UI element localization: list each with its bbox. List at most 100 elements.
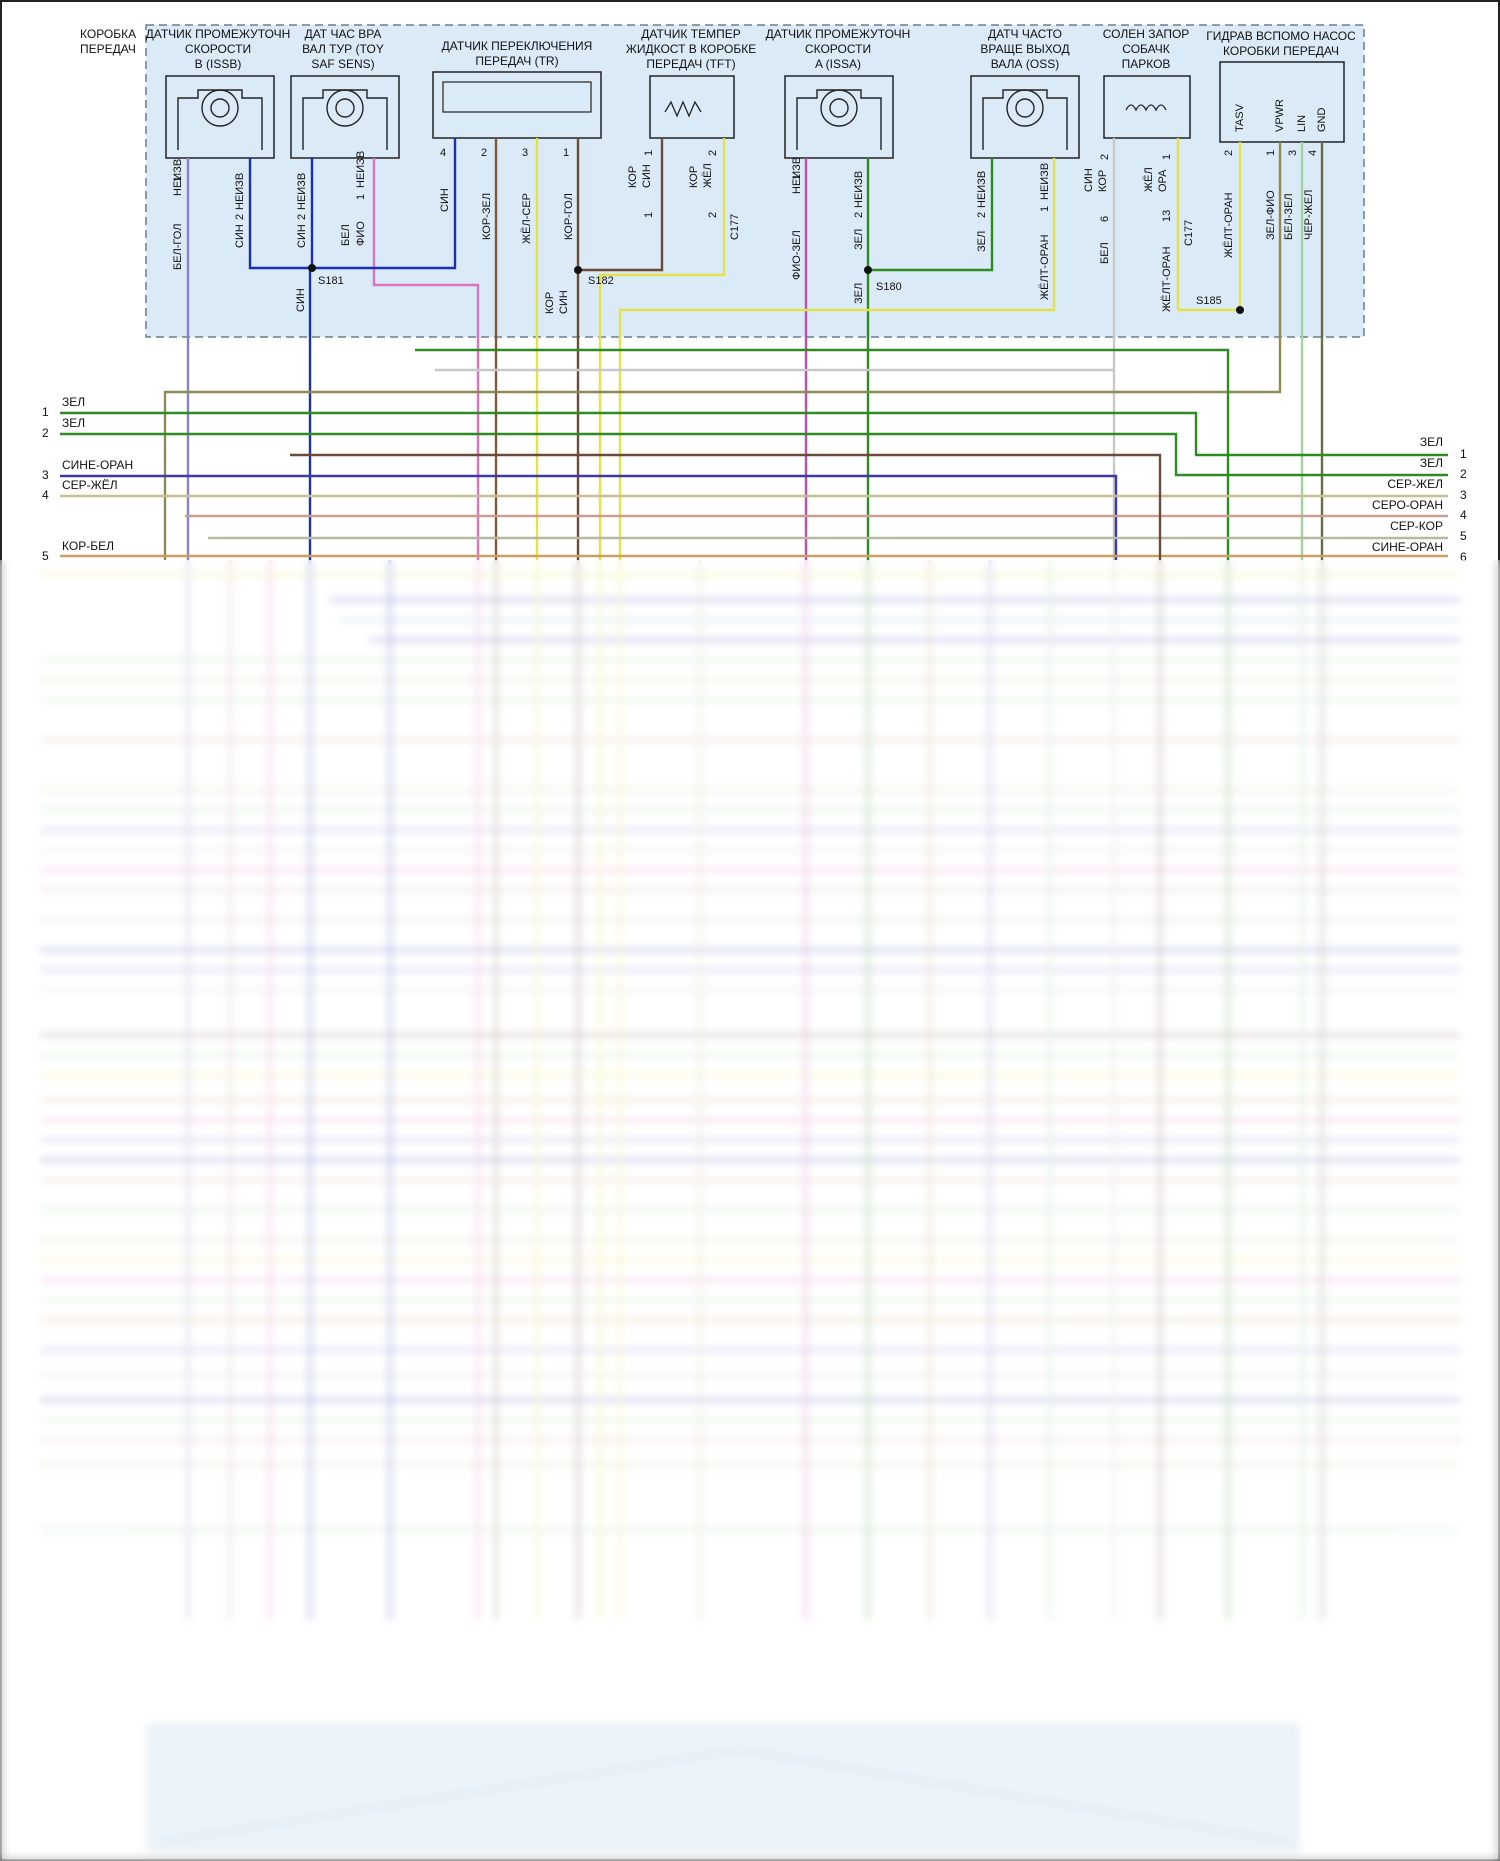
pin-label: ЖЁЛ bbox=[702, 163, 714, 188]
pin-label: НЕИЗВ bbox=[234, 173, 246, 210]
left-wire-label: ЗЕЛ bbox=[62, 395, 85, 409]
splice-s181 bbox=[308, 264, 316, 272]
right-wire-label: СИНЕ-ОРАН bbox=[1372, 540, 1443, 554]
right-wire-num: 2 bbox=[1460, 467, 1467, 481]
pin-label: ЗЕЛ bbox=[853, 283, 865, 304]
pin-label: КОР bbox=[688, 166, 700, 188]
wire-kor-sin-tft bbox=[578, 138, 664, 272]
splice-label: S182 bbox=[588, 275, 614, 287]
pin-label: КОР bbox=[1097, 170, 1109, 192]
pump-pin-vpwr: VPWR bbox=[1274, 99, 1286, 132]
left-wire-num: 4 bbox=[42, 488, 49, 502]
pump-pin-lin: LIN bbox=[1296, 115, 1308, 132]
left-wire-num: 1 bbox=[42, 405, 49, 419]
pin-label: НЕИЗВ bbox=[853, 171, 865, 208]
pin-label: НЕИЗВ bbox=[172, 159, 184, 196]
sensor-symbols bbox=[177, 89, 1068, 150]
left-wire-num: 3 bbox=[42, 468, 49, 482]
right-wire-num: 3 bbox=[1460, 488, 1467, 502]
pin-label: КОР-ЗЕЛ bbox=[481, 193, 493, 240]
pin-label: ЖЁЛТ-ОРАН bbox=[1039, 234, 1051, 300]
pin-label: C177 bbox=[1183, 220, 1195, 246]
pin-label: СИН bbox=[1083, 168, 1095, 192]
issb-title-3: B (ISSB) bbox=[195, 57, 242, 71]
pin-label: СИН bbox=[641, 164, 653, 188]
blurred-region bbox=[0, 560, 1500, 1861]
pin-label: 3 bbox=[1287, 150, 1299, 156]
bus-wire-brown bbox=[290, 453, 1162, 560]
pin-label: БЕЛ bbox=[1099, 242, 1111, 264]
tft-title-3: ПЕРЕДАЧ (TFT) bbox=[646, 57, 735, 71]
pin-label: ОРА bbox=[1157, 169, 1169, 192]
pin-label: КОР bbox=[627, 166, 639, 188]
pump-title-1: ГИДРАВ ВСПОМО НАСОС bbox=[1206, 29, 1356, 43]
right-wire-label: ЗЕЛ bbox=[1420, 435, 1443, 449]
splice-label: S180 bbox=[876, 281, 902, 293]
pin-label: 1 bbox=[563, 147, 569, 159]
pin-label: СИН bbox=[439, 188, 451, 212]
pin-label: 1 bbox=[172, 176, 184, 182]
pin-label: 4 bbox=[440, 147, 446, 159]
oss-title-2: ВРАЩЕ ВЫХОД bbox=[980, 42, 1069, 56]
issb-title-2: СКОРОСТИ bbox=[185, 42, 251, 56]
pin-label: 1 bbox=[1039, 206, 1051, 212]
tr-title-1: ДАТЧИК ПЕРЕКЛЮЧЕНИЯ bbox=[442, 39, 593, 53]
right-wire-label: СЕР-КОР bbox=[1390, 519, 1443, 533]
park-title-3: ПАРКОВ bbox=[1122, 57, 1171, 71]
pin-label: 2 bbox=[296, 214, 308, 220]
pump-title-2: КОРОБКИ ПЕРЕДАЧ bbox=[1223, 44, 1339, 58]
tss-title-1: ДАТ ЧАС ВРА bbox=[305, 27, 382, 41]
pin-label: ЗЕЛ bbox=[976, 231, 988, 252]
pin-label: НЕИЗВ bbox=[791, 157, 803, 194]
pin-label: 2 bbox=[707, 212, 719, 218]
splice-s185 bbox=[1236, 306, 1244, 314]
pin-label: СИН bbox=[296, 224, 308, 248]
tr-sensor-inner bbox=[442, 81, 592, 113]
splice-label: S185 bbox=[1196, 295, 1222, 307]
pin-label: СИН bbox=[295, 288, 307, 312]
splice-s182 bbox=[574, 266, 582, 274]
tss-title-3: SAF SENS) bbox=[311, 57, 374, 71]
tft-title-1: ДАТЧИК ТЕМПЕР bbox=[641, 27, 740, 41]
pin-label: 2 bbox=[853, 212, 865, 218]
pin-label: НЕИЗВ bbox=[976, 171, 988, 208]
tft-title-2: ЖИДКОСТ В КОРОБКЕ bbox=[626, 42, 756, 56]
pin-label: ЖЁЛ-СЕР bbox=[521, 193, 533, 244]
right-wire-num: 5 bbox=[1460, 529, 1467, 543]
pin-label: C177 bbox=[729, 214, 741, 240]
splice-s180 bbox=[864, 266, 872, 274]
pin-label-group: БЕЛ-ГОЛ 1 НЕИЗВ СИН 2 НЕИЗВ СИН 2 НЕИЗВ … bbox=[172, 147, 1319, 314]
pin-label: БЕЛ-ГОЛ bbox=[172, 224, 184, 270]
pin-label: 2 bbox=[234, 214, 246, 220]
tft-sensor-box bbox=[649, 75, 735, 139]
wire-green-cross bbox=[415, 348, 1230, 560]
pin-label: ФИО-ЗЕЛ bbox=[791, 230, 803, 280]
pin-label: ЧЕР-ЖЕЛ bbox=[1303, 190, 1315, 240]
pin-label: 1 bbox=[643, 150, 655, 156]
pin-label: ФИО bbox=[355, 221, 367, 246]
right-wire-label: СЕРО-ОРАН bbox=[1372, 498, 1443, 512]
pin-label: БЕЛ-ЗЕЛ bbox=[1283, 193, 1295, 240]
wire-zel-oss bbox=[868, 158, 994, 272]
pin-label: 2 bbox=[1099, 154, 1111, 160]
pin-label: 1 bbox=[355, 194, 367, 200]
pin-label: БЕЛ bbox=[340, 224, 352, 246]
wire-bel-fio bbox=[372, 158, 480, 560]
pin-label: НЕИЗВ bbox=[1039, 163, 1051, 200]
left-wire-label: СЕР-ЖЁЛ bbox=[62, 478, 118, 492]
issa-title-1: ДАТЧИК ПРОМЕЖУТОЧН bbox=[766, 27, 911, 41]
pin-label: ЖЁЛ bbox=[1143, 167, 1155, 192]
bus-wire-3 bbox=[60, 474, 1118, 560]
pin-label: КОР-ГОЛ bbox=[563, 193, 575, 240]
pin-label: 2 bbox=[707, 150, 719, 156]
thermistor-icon bbox=[664, 100, 702, 118]
title-line-1: КОРОБКА bbox=[80, 27, 136, 41]
oss-title-3: ВАЛА (OSS) bbox=[991, 57, 1059, 71]
pin-label: 1 bbox=[791, 174, 803, 180]
wire-kor-zhel-tft bbox=[598, 138, 726, 560]
pump-box bbox=[1219, 61, 1345, 143]
oss-title-1: ДАТЧ ЧАСТО bbox=[988, 27, 1062, 41]
pin-label: ЗЕЛ bbox=[853, 229, 865, 250]
left-wire-label: ЗЕЛ bbox=[62, 416, 85, 430]
pin-label: НЕИЗВ bbox=[296, 173, 308, 210]
